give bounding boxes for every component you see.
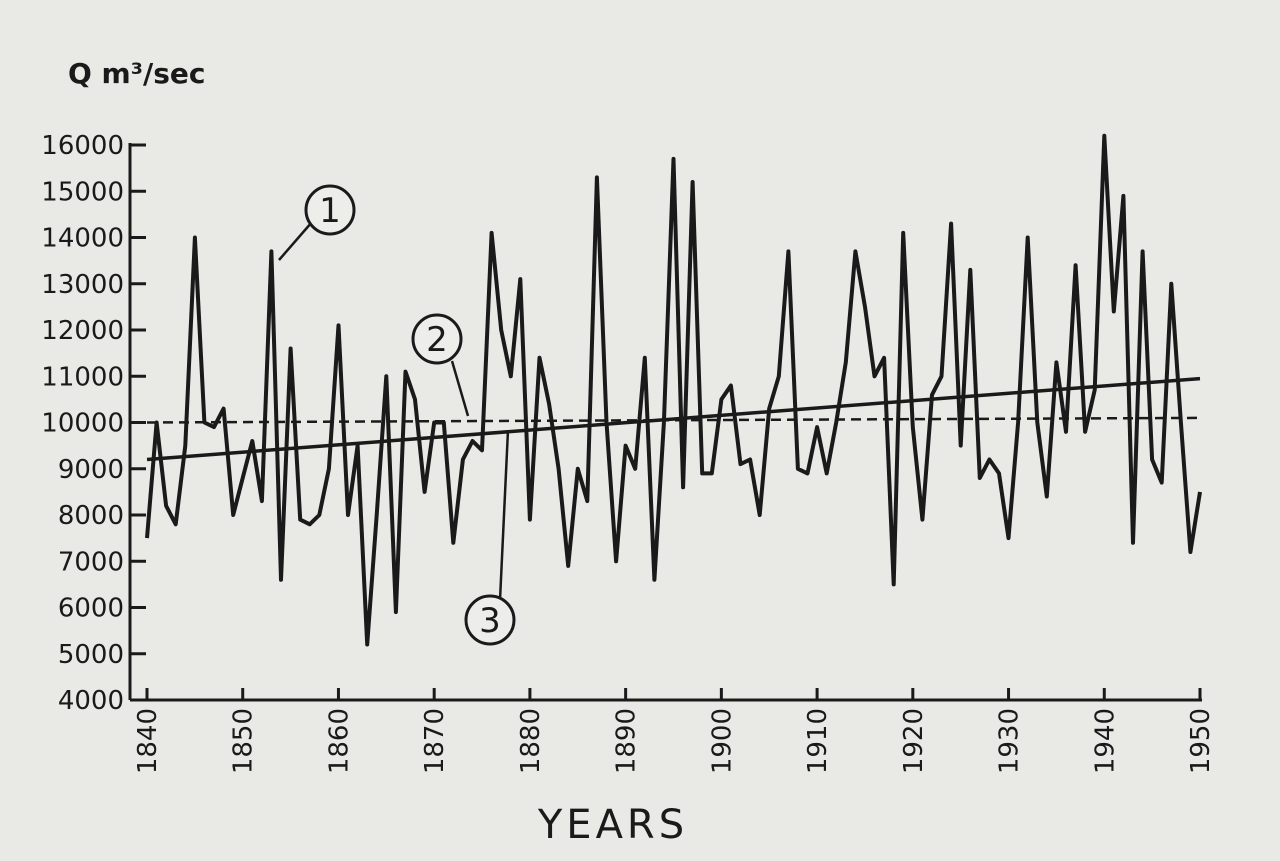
y-tick-label: 9000 bbox=[58, 455, 124, 485]
y-tick-label: 6000 bbox=[58, 594, 124, 624]
x-tick-label: 1860 bbox=[324, 708, 354, 774]
y-axis-title: Q m³/sec bbox=[68, 57, 205, 90]
y-tick-label: 4000 bbox=[58, 686, 124, 716]
series-3-marker: 3 bbox=[464, 429, 516, 646]
x-axis-ticks: 1840 1850 1860 1870 1880 1890 1900 1910 1920 1930… bbox=[133, 688, 1216, 774]
series-1-line bbox=[145, 133, 1202, 647]
x-tick-label: 1870 bbox=[420, 708, 450, 774]
y-tick-label: 16000 bbox=[41, 131, 124, 161]
x-tick-label: 1920 bbox=[899, 708, 929, 774]
y-tick-label: 8000 bbox=[58, 501, 124, 531]
x-axis-title: YEARS bbox=[537, 802, 688, 848]
x-tick-label: 1850 bbox=[229, 708, 259, 774]
y-tick-label: 5000 bbox=[58, 640, 124, 670]
y-tick-label: 11000 bbox=[41, 362, 124, 392]
x-tick-label: 1930 bbox=[995, 708, 1025, 774]
x-tick-label: 1910 bbox=[803, 708, 833, 774]
x-tick-label: 1900 bbox=[707, 708, 737, 774]
y-axis-ticks: 4000 5000 6000 7000 8000 9000 10000 11000 12000 1… bbox=[41, 131, 146, 716]
x-tick-label: 1840 bbox=[133, 708, 163, 774]
x-tick-label: 1890 bbox=[612, 708, 642, 774]
y-tick-label: 15000 bbox=[41, 177, 124, 207]
y-tick-label: 12000 bbox=[41, 316, 124, 346]
x-tick-label: 1880 bbox=[516, 708, 546, 774]
series-group bbox=[145, 133, 1202, 647]
series-1-marker: 1 bbox=[278, 184, 356, 261]
series-3-marker-label: 3 bbox=[479, 601, 501, 641]
series-3-line bbox=[146, 376, 1201, 462]
y-tick-label: 14000 bbox=[41, 224, 124, 254]
x-tick-label: 1950 bbox=[1186, 708, 1216, 774]
y-tick-label: 7000 bbox=[58, 547, 124, 577]
x-tick-label: 1940 bbox=[1090, 708, 1120, 774]
series-2-marker: 2 bbox=[411, 313, 470, 417]
y-tick-label: 13000 bbox=[41, 270, 124, 300]
series-2-marker-label: 2 bbox=[426, 320, 448, 360]
y-tick-label: 10000 bbox=[41, 409, 124, 439]
series-1-marker-label: 1 bbox=[319, 191, 341, 231]
